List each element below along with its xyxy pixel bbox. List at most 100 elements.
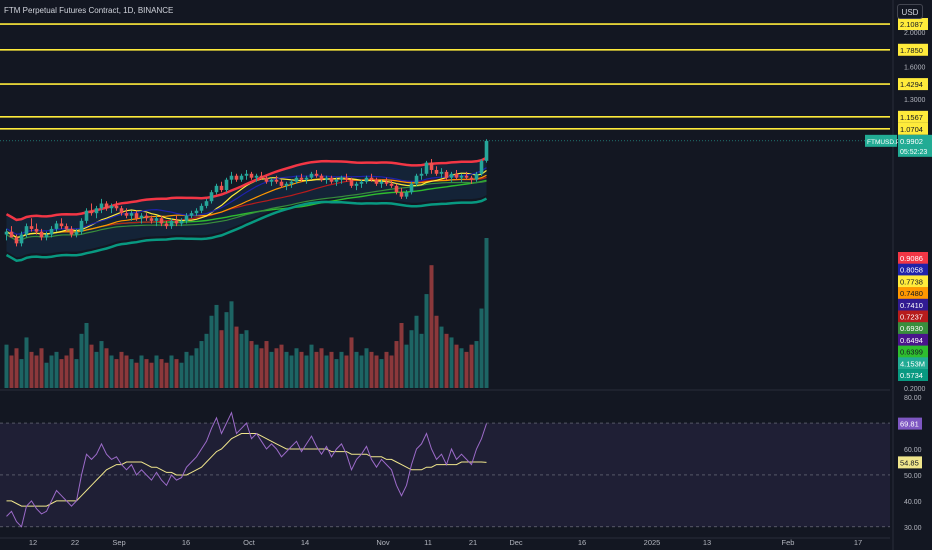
- volume-bar: [444, 333, 449, 388]
- time-tick-label: 2025: [644, 538, 661, 547]
- volume-bar: [439, 326, 444, 388]
- candle-body: [384, 181, 389, 184]
- time-tick-label: 17: [854, 538, 862, 547]
- candle-body: [4, 231, 9, 235]
- volume-bar: [254, 344, 259, 388]
- candle-body: [214, 185, 219, 193]
- indicator-label: 0.6930: [900, 324, 923, 333]
- volume-bar: [19, 359, 24, 388]
- time-tick-label: 11: [424, 538, 432, 547]
- candle-body: [404, 192, 409, 197]
- indicator-label-bg: [898, 345, 928, 358]
- indicator-label: 4.153M: [900, 359, 925, 368]
- candle-body: [74, 231, 79, 235]
- candle-body: [459, 175, 464, 178]
- candle-body: [464, 175, 469, 178]
- ma-line-blue: [6, 167, 487, 235]
- level-label-bg: [898, 78, 928, 91]
- volume-bar: [464, 351, 469, 388]
- candle-body: [49, 228, 54, 235]
- candle-body: [219, 185, 224, 191]
- indicator-label-bg: [898, 287, 928, 300]
- candle-body: [339, 177, 344, 180]
- time-tick-label: 21: [469, 538, 477, 547]
- symbol-label-bg: [865, 134, 897, 147]
- volume-bar: [14, 348, 19, 388]
- candle-body: [324, 177, 329, 180]
- candle-body: [479, 160, 484, 174]
- candle-body: [199, 205, 204, 211]
- volume-bar: [139, 355, 144, 388]
- volume-bar: [224, 312, 229, 388]
- level-label: 1.1567: [900, 113, 923, 122]
- candle-body: [309, 173, 314, 178]
- candle-body: [359, 181, 364, 184]
- volume-bar: [479, 308, 484, 388]
- candle-body: [154, 218, 159, 221]
- volume-bar: [124, 355, 129, 388]
- candle-body: [469, 177, 474, 180]
- volume-bar: [469, 344, 474, 388]
- time-tick-label: Feb: [782, 538, 795, 547]
- time-tick-label: 12: [29, 538, 37, 547]
- currency-button[interactable]: USD: [897, 4, 923, 19]
- rsi-ma-value-bg: [898, 456, 922, 469]
- volume-bar: [204, 333, 209, 388]
- volume-bar: [314, 351, 319, 388]
- volume-bar: [454, 344, 459, 388]
- candle-body: [144, 215, 149, 219]
- volume-bar: [34, 355, 39, 388]
- volume-bar: [279, 344, 284, 388]
- price-tick-label: 1.3000: [904, 97, 926, 104]
- candle-body: [319, 175, 324, 180]
- candle-body: [169, 220, 174, 227]
- volume-bar: [169, 355, 174, 388]
- last-price-bg: [898, 134, 932, 157]
- candle-body: [59, 223, 64, 227]
- time-tick-label: Oct: [243, 538, 256, 547]
- volume-bar: [374, 355, 379, 388]
- candle-body: [104, 203, 109, 209]
- volume-bar: [184, 351, 189, 388]
- rsi-tick-label: 30.00: [904, 525, 922, 532]
- volume-bar: [29, 351, 34, 388]
- volume-bar: [49, 355, 54, 388]
- level-label: 1.0704: [900, 125, 923, 134]
- volume-bar: [369, 351, 374, 388]
- volume-bar: [269, 351, 274, 388]
- volume-bar: [474, 341, 479, 388]
- candle-body: [84, 210, 89, 221]
- chart-title: FTM Perpetual Futures Contract, 1D, BINA…: [4, 6, 174, 15]
- volume-bar: [284, 351, 289, 388]
- last-price-label: 0.9902: [900, 137, 923, 146]
- candle-body: [264, 177, 269, 182]
- candle-body: [289, 181, 294, 184]
- volume-bar: [389, 355, 394, 388]
- candle-body: [39, 231, 44, 238]
- indicator-label: 0.9086: [900, 254, 923, 263]
- candle-body: [34, 228, 39, 232]
- time-tick-label: 16: [578, 538, 586, 547]
- volume-bar: [264, 341, 269, 388]
- candle-body: [389, 183, 394, 186]
- candle-body: [329, 177, 334, 182]
- candle-body: [109, 205, 114, 209]
- candle-body: [209, 192, 214, 202]
- candle-body: [24, 226, 29, 235]
- volume-bar: [324, 355, 329, 388]
- volume-bar: [349, 337, 354, 388]
- candle-body: [124, 213, 129, 216]
- rsi-ma-value-label: 54.85: [900, 458, 919, 467]
- candle-body: [159, 218, 164, 224]
- candle-body: [399, 192, 404, 197]
- indicator-label-bg: [898, 252, 928, 264]
- volume-bar: [384, 351, 389, 388]
- candle-body: [429, 162, 434, 170]
- candle-body: [379, 181, 384, 184]
- candle-body: [114, 205, 119, 209]
- volume-bar: [334, 359, 339, 388]
- candle-body: [14, 237, 19, 244]
- volume-bar: [74, 359, 79, 388]
- volume-bar: [69, 348, 74, 388]
